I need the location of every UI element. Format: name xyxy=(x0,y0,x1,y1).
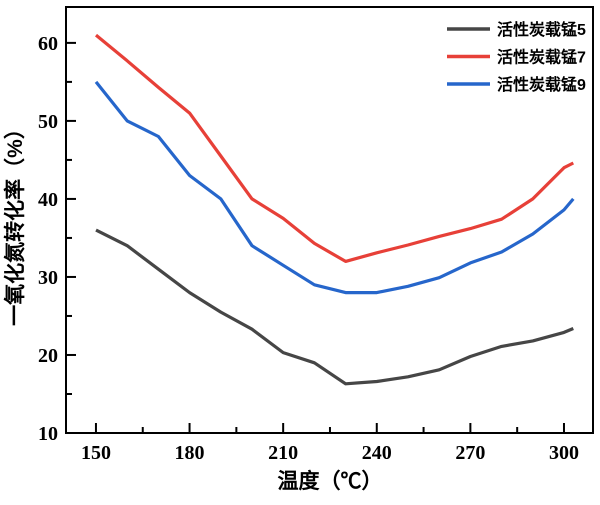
y-tick-label: 30 xyxy=(38,267,58,289)
legend: 活性炭载锰5 活性炭载锰7 活性炭载锰9 xyxy=(447,20,586,94)
x-tick-label: 300 xyxy=(549,442,579,464)
y-tick-label: 20 xyxy=(38,345,58,367)
series-line-3 xyxy=(94,80,575,295)
legend-label-series2: 活性炭载锰7 xyxy=(497,48,586,67)
x-tick-label: 210 xyxy=(268,442,298,464)
series-line-1 xyxy=(95,228,574,386)
x-axis-title: 温度（℃） xyxy=(278,469,383,493)
x-tick-label: 150 xyxy=(81,442,111,464)
x-tick-label: 270 xyxy=(455,442,485,464)
plot-border xyxy=(65,6,594,434)
x-tick-label: 240 xyxy=(362,442,392,464)
data-series xyxy=(94,33,575,386)
y-axis-title: 一氧化氮转化率（%） xyxy=(3,118,27,326)
series-line-2 xyxy=(94,33,575,263)
y-tick-label: 50 xyxy=(38,111,58,133)
axis-tick-labels: 150 180 210 240 270 300 10 20 30 40 50 60 xyxy=(38,33,579,464)
x-tick-label: 180 xyxy=(175,442,205,464)
y-tick-label: 10 xyxy=(38,423,58,445)
y-tick-label: 40 xyxy=(38,189,58,211)
plot-area xyxy=(66,7,593,433)
legend-label-series3: 活性炭载锰9 xyxy=(497,75,586,94)
y-tick-label: 60 xyxy=(38,33,58,55)
legend-label-series1: 活性炭载锰5 xyxy=(497,20,586,39)
